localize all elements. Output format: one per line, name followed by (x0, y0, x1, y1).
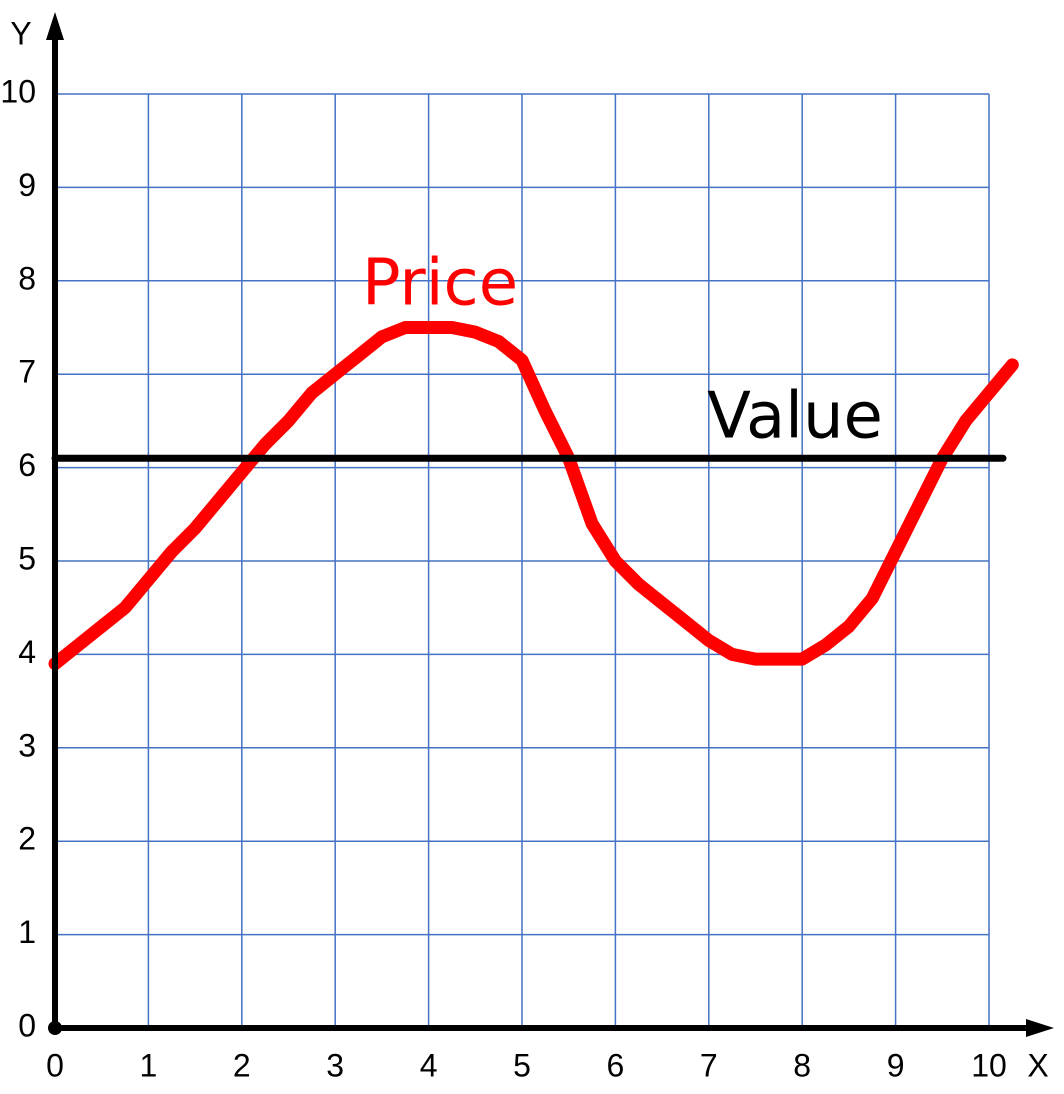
x-tick-label: 9 (887, 1047, 905, 1083)
x-tick-label: 2 (233, 1047, 251, 1083)
x-tick-label: 3 (326, 1047, 344, 1083)
x-tick-label: 1 (140, 1047, 158, 1083)
series-label: Value (707, 380, 883, 454)
y-tick-label: 2 (18, 821, 36, 857)
series-line (48, 321, 1019, 671)
x-tick-label: 6 (607, 1047, 625, 1083)
y-axis-arrow (46, 12, 64, 40)
x-tick-label: 4 (420, 1047, 438, 1083)
y-tick-label: 1 (18, 914, 36, 950)
x-tick-label: 5 (513, 1047, 531, 1083)
y-tick-label: 0 (18, 1007, 36, 1043)
axes: Y X (10, 12, 1054, 1083)
plot (48, 321, 1019, 671)
y-tick-label: 8 (18, 260, 36, 296)
y-tick-label: 5 (18, 540, 36, 576)
x-tick-label: 8 (793, 1047, 811, 1083)
x-axis-arrow (1026, 1019, 1054, 1037)
y-tick-label: 6 (18, 447, 36, 483)
y-tick-label: 3 (18, 727, 36, 763)
y-tick-label: 10 (0, 73, 36, 109)
origin-dot (48, 1021, 62, 1035)
y-tick-label: 7 (18, 354, 36, 390)
y-tick-label: 9 (18, 167, 36, 203)
grid (54, 93, 990, 1029)
x-axis-title: X (1027, 1047, 1048, 1083)
series-label: Price (362, 247, 518, 321)
y-tick-label: 4 (18, 634, 36, 670)
x-tick-label: 10 (971, 1047, 1007, 1083)
x-tick-label: 0 (46, 1047, 64, 1083)
x-tick-label: 7 (700, 1047, 718, 1083)
y-axis-title: Y (10, 15, 31, 51)
labels: 0 1 2 3 4 5 6 7 8 9 10 0 1 2 3 4 5 6 7 8 9 10 Price Value (0, 73, 1006, 1083)
